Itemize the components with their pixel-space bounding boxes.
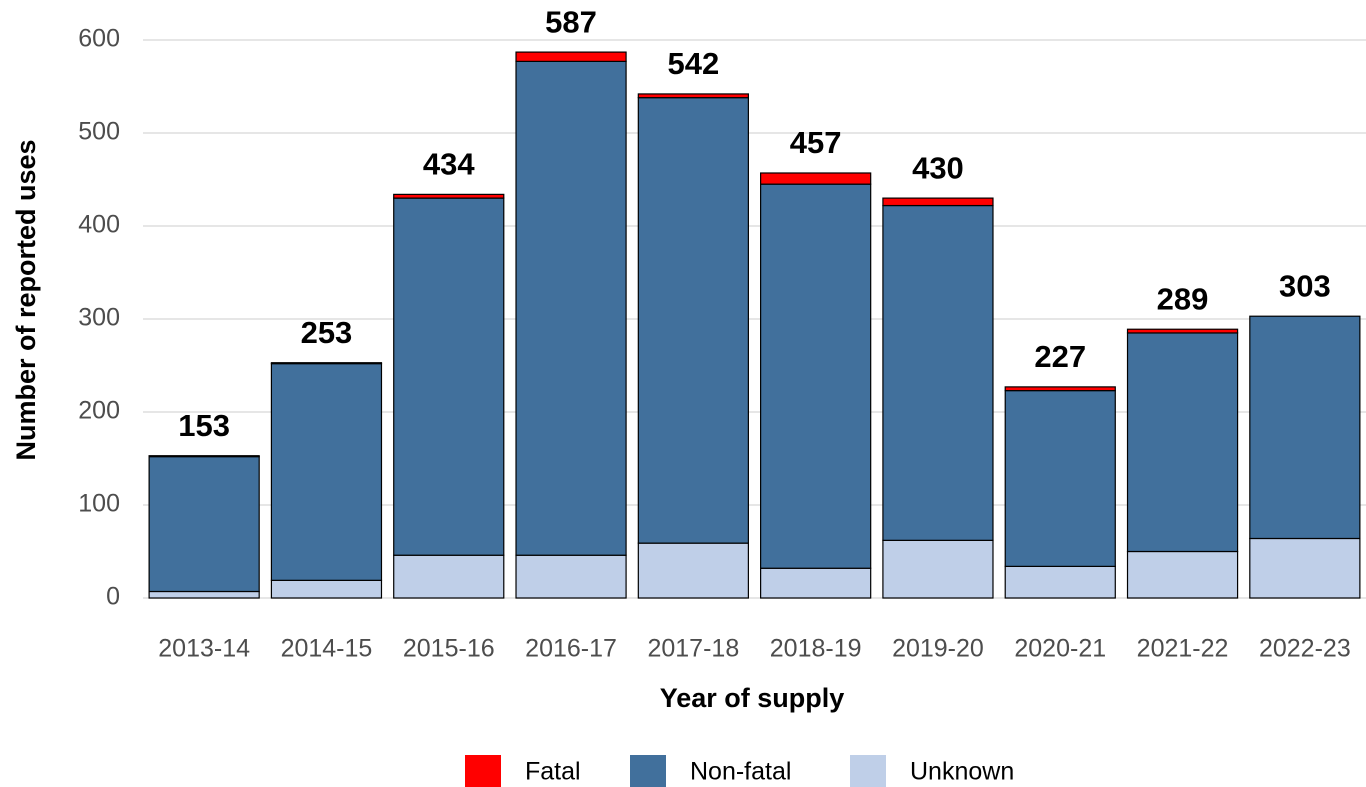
bar-segment [760,183,872,569]
x-tick-label: 2016-17 [525,635,617,663]
y-tick-label: 0 [106,583,120,611]
legend-label: Non-fatal [690,758,791,786]
x-tick-label: 2022-23 [1259,635,1351,663]
bar-segment [148,455,260,458]
y-tick-label: 300 [78,304,120,332]
x-tick-label: 2018-19 [770,635,862,663]
x-axis-title: Year of supply [660,683,845,713]
y-tick-label: 200 [78,397,120,425]
x-tick-label: 2015-16 [403,635,495,663]
total-label: 253 [301,315,353,350]
total-label: 303 [1279,268,1331,303]
x-tick-label: 2014-15 [281,635,373,663]
bar-segment [515,60,627,556]
bar-segment [637,542,749,599]
x-tick-label: 2020-21 [1014,635,1106,663]
y-tick-label: 500 [78,118,120,146]
legend-swatch [630,755,666,787]
bar-segment [515,554,627,599]
bar-segment [393,193,505,199]
legend-swatch [465,755,501,787]
bar-segment [270,362,383,365]
y-axis-title: Number of reported uses [11,139,41,460]
total-label: 430 [912,150,964,185]
y-tick-label: 600 [78,25,120,53]
total-label: 434 [423,147,475,182]
legend-label: Fatal [525,758,581,786]
total-label: 289 [1157,281,1209,316]
bar-segment [637,93,749,99]
bar-segment [393,197,505,556]
x-tick-label: 2021-22 [1137,635,1229,663]
x-tick-label: 2017-18 [647,635,739,663]
legend-label: Unknown [910,758,1014,786]
total-label: 227 [1034,339,1086,374]
bar-segment [1004,390,1116,567]
bar-segment [270,363,383,581]
total-label: 153 [178,408,230,443]
bar-segment [270,579,383,599]
bar-segment [637,97,749,544]
total-label: 457 [790,125,842,160]
bar-segment [1249,537,1361,599]
y-tick-label: 400 [78,211,120,239]
y-tick-label: 100 [78,490,120,518]
bar-segment [882,204,994,541]
bar-segment [1004,565,1116,599]
bar-segment [515,51,627,62]
bar-segment [1126,328,1239,334]
bar-segment [148,590,260,599]
legend-swatch [850,755,886,787]
x-tick-label: 2019-20 [892,635,984,663]
bar-segment [760,172,872,185]
bar-segment [1126,550,1239,599]
bar-segment [760,567,872,599]
x-tick-label: 2013-14 [158,635,250,663]
bar-segment [393,554,505,599]
bar-segment [882,539,994,599]
bar-segment [1249,315,1361,540]
total-label: 542 [667,46,719,81]
total-label: 587 [545,4,597,39]
bar-segment [1004,386,1116,392]
bar-segment [148,456,260,593]
bar-segment [1126,332,1239,553]
bar-segment [882,197,994,207]
